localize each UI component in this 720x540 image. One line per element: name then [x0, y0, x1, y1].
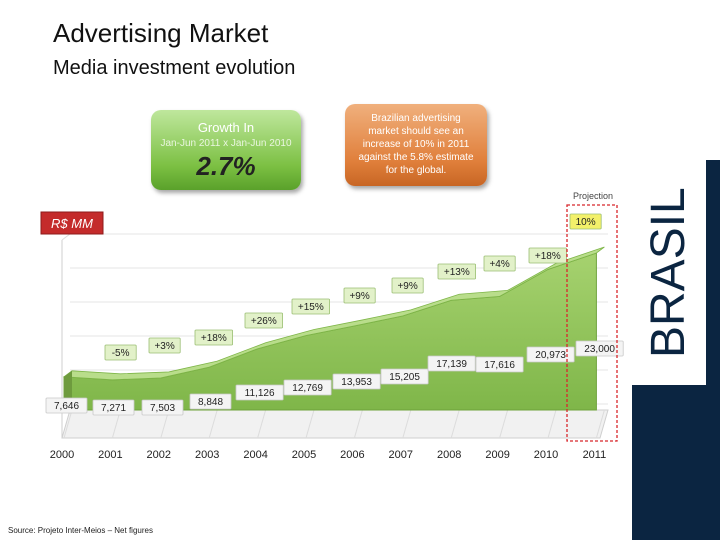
area-ridge — [62, 246, 605, 381]
chart-floor — [61, 409, 609, 439]
x-tick-label: 2002 — [147, 449, 171, 461]
frame-edge — [61, 233, 71, 241]
note-line: against the 5.8% estimate — [358, 152, 474, 163]
growth-period: Jan-Jun 2011 x Jan-Jun 2010 — [160, 138, 292, 149]
growth-label: +9% — [349, 291, 369, 302]
brasil-side-label: BRASIL — [632, 160, 706, 385]
x-tick-label: 2009 — [485, 449, 509, 461]
growth-label: +26% — [251, 316, 277, 327]
x-tick-label: 2007 — [389, 449, 413, 461]
value-label-box — [427, 355, 476, 372]
value-label: 11,126 — [245, 388, 275, 399]
value-label-box — [45, 397, 88, 414]
grid-line-x — [402, 409, 412, 439]
growth-label: +18% — [535, 251, 561, 262]
value-label-box — [189, 393, 232, 410]
growth-heading: Growth In — [197, 120, 255, 135]
projection-label: Projection — [573, 191, 613, 201]
value-label: 8,848 — [198, 397, 223, 408]
market-note-callout: Brazilian advertising market should see … — [345, 104, 487, 186]
value-label: 7,646 — [54, 401, 79, 412]
value-label: 15,205 — [389, 372, 420, 383]
x-tick-label: 2005 — [292, 449, 316, 461]
growth-label: +15% — [298, 302, 324, 313]
x-tick-label: 2006 — [340, 449, 364, 461]
value-label-box — [235, 384, 284, 401]
grid-line-x — [595, 409, 605, 439]
value-label: 13,953 — [341, 377, 372, 388]
note-line: Brazilian advertising — [371, 113, 461, 124]
value-label: 17,139 — [436, 359, 467, 370]
growth-label-box — [104, 344, 137, 361]
growth-label: 10% — [576, 217, 596, 228]
growth-value: 2.7% — [196, 151, 256, 181]
growth-callout: Growth In Jan-Jun 2011 x Jan-Jun 2010 2.… — [151, 110, 301, 190]
source-note: Source: Projeto Inter-Meios – Net figure… — [8, 526, 153, 535]
unit-label: R$ MM — [51, 216, 93, 231]
media-investment-chart: 2000 2001 2002 2003 2004 2005 2006 2007 2008 2009… — [40, 191, 624, 461]
grid-line-x — [257, 409, 267, 439]
growth-label: +18% — [201, 333, 227, 344]
grid-line-x — [353, 409, 363, 439]
value-label-box — [475, 356, 524, 373]
growth-label: +9% — [397, 281, 417, 292]
growth-label-box — [343, 287, 376, 304]
grid-line-x — [208, 409, 218, 439]
x-tick-label: 2003 — [195, 449, 219, 461]
value-label-box — [380, 368, 429, 385]
note-line: market should see an — [368, 126, 464, 137]
grid-line-x — [547, 409, 557, 439]
value-label: 7,503 — [150, 403, 175, 414]
growth-label-box — [194, 329, 233, 346]
page-subtitle: Media investment evolution — [53, 57, 296, 79]
growth-label-box — [148, 337, 181, 354]
grid-line-x — [499, 409, 509, 439]
growth-label-box — [483, 255, 516, 272]
x-tick-label: 2010 — [534, 449, 558, 461]
growth-label-box — [291, 298, 330, 315]
growth-label-box — [569, 213, 602, 230]
x-tick-label: 2011 — [583, 449, 607, 461]
growth-label: +3% — [154, 341, 174, 352]
value-label-box — [283, 379, 332, 396]
x-tick-label: 2000 — [50, 449, 74, 461]
value-label-box — [526, 346, 575, 363]
growth-label-box — [244, 312, 283, 329]
x-tick-label: 2008 — [437, 449, 461, 461]
growth-label-box — [391, 277, 424, 294]
growth-label: -5% — [112, 348, 130, 359]
value-label: 17,616 — [484, 360, 515, 371]
grid-line-x — [63, 409, 73, 439]
grid-line-x — [450, 409, 460, 439]
value-label-box — [332, 373, 381, 390]
note-line: increase of 10% in 2011 — [362, 139, 470, 150]
value-label-box — [92, 399, 135, 416]
value-label: 12,769 — [292, 383, 323, 394]
value-label-box — [141, 399, 184, 416]
growth-label: +13% — [444, 267, 470, 278]
page-title: Advertising Market — [53, 18, 269, 48]
value-label-box — [575, 340, 624, 357]
unit-label-box — [40, 211, 104, 235]
growth-label-box — [437, 263, 476, 280]
value-label: 20,973 — [535, 350, 566, 361]
x-tick-label: 2004 — [243, 449, 267, 461]
grid-line-x — [305, 409, 315, 439]
value-label: 23,000 — [584, 344, 615, 355]
note-line: for the global. — [385, 165, 447, 176]
projection-box — [566, 204, 618, 442]
growth-label: +4% — [489, 259, 509, 270]
value-label: 7,271 — [101, 403, 126, 414]
x-tick-label: 2001 — [98, 449, 122, 461]
